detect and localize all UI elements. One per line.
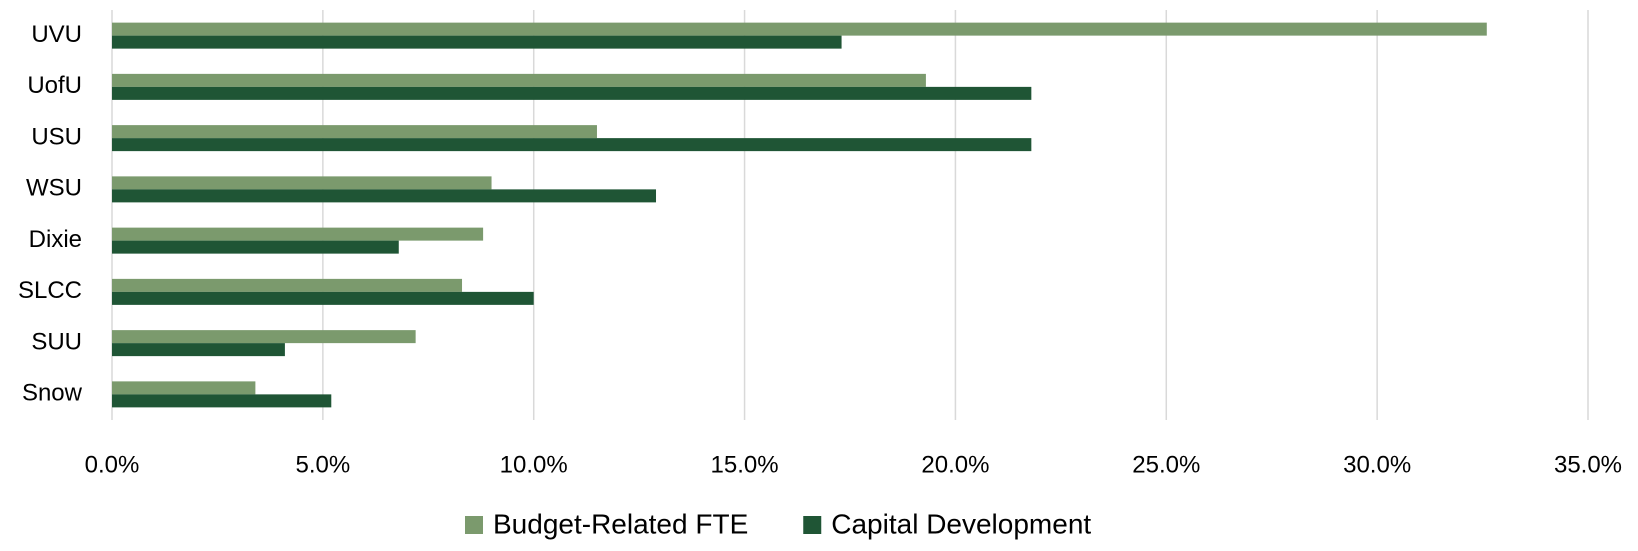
bar (112, 240, 399, 254)
y-tick-label: Snow (22, 380, 83, 407)
bar (112, 291, 534, 305)
bar (112, 189, 657, 203)
x-tick-label: 15.0% (711, 451, 779, 478)
y-tick-label: UVU (31, 21, 82, 48)
bar (112, 22, 1487, 36)
y-tick-label: Dixie (29, 226, 82, 253)
y-tick-label: SLCC (18, 277, 82, 304)
x-tick-label: 0.0% (85, 451, 140, 478)
bar (112, 73, 926, 87)
bar (112, 227, 484, 241)
legend-label: Capital Development (831, 508, 1091, 539)
bar (112, 86, 1032, 100)
y-tick-label: UofU (27, 72, 82, 99)
x-tick-label: 25.0% (1132, 451, 1200, 478)
x-tick-label: 10.0% (500, 451, 568, 478)
legend-swatch (803, 516, 822, 534)
x-tick-label: 5.0% (296, 451, 351, 478)
bar (112, 176, 492, 190)
y-tick-label: SUU (31, 328, 82, 355)
bar (112, 125, 597, 139)
legend-label: Budget-Related FTE (493, 508, 748, 539)
bar (112, 278, 463, 292)
y-tick-label: WSU (26, 175, 82, 202)
bar (112, 35, 842, 49)
x-tick-label: 35.0% (1554, 451, 1622, 478)
legend-swatch (465, 516, 483, 534)
x-tick-label: 30.0% (1343, 451, 1411, 478)
bar (112, 330, 416, 344)
x-tick-label: 20.0% (921, 451, 989, 478)
bar (112, 381, 256, 395)
bar (112, 138, 1032, 152)
bar (112, 394, 332, 408)
bar (112, 343, 285, 357)
y-tick-label: USU (31, 123, 82, 150)
